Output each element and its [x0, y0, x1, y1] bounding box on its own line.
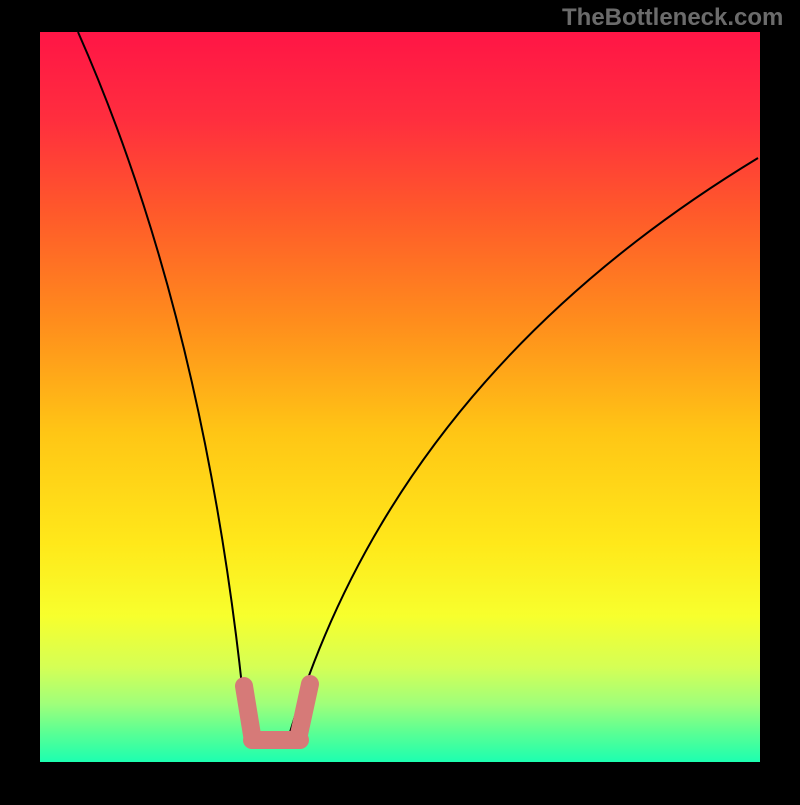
chart-canvas	[0, 0, 800, 805]
chart-svg	[0, 0, 800, 800]
watermark-text: TheBottleneck.com	[562, 4, 783, 32]
